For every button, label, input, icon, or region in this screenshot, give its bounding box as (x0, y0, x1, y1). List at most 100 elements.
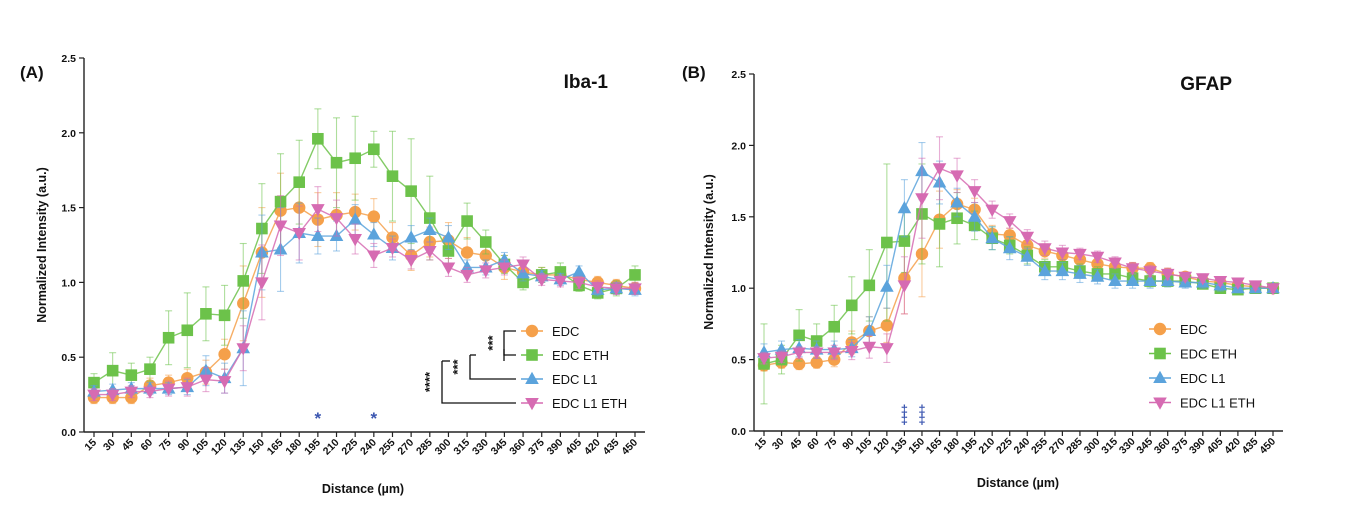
panel-b-data-point (967, 186, 982, 199)
panel-a-x-tick-label: 345 (489, 437, 510, 458)
panel-a-series-3 (87, 186, 642, 402)
panel-a-legend-marker (525, 324, 539, 338)
panel-a-data-point (572, 277, 586, 290)
panel-a-data-point (348, 234, 362, 247)
panel-b-label: (B) (682, 63, 706, 82)
panel-b-x-tick-label: 240 (1012, 436, 1033, 457)
panel-b-legend: EDC EDC ETH EDC L1 EDC L1 ETH (1149, 322, 1255, 411)
panel-b-data-point (1073, 266, 1087, 279)
panel-b-data-point (863, 279, 876, 292)
panel-a-plot: 0.00.51.01.52.02.515 30 45 60 75 901051201351… (61, 53, 645, 458)
panel-a-data-point (590, 281, 605, 295)
panel-a-y-tick-label: 1.0 (61, 277, 76, 289)
panel-a-legend-label: EDC ETH (552, 348, 609, 363)
panel-a-data-point (218, 348, 231, 361)
panel-a-data-point (293, 176, 306, 188)
panel-b-x-tick-label: 75 (823, 436, 840, 453)
panel-a-bracket (441, 361, 516, 404)
panel-a-data-point (517, 276, 529, 289)
panel-a-data-point (572, 264, 586, 277)
panel-a-x-tick-label: 15 (82, 437, 99, 454)
panel-a-data-point (88, 376, 100, 389)
panel-a-y-tick-label: 0.0 (61, 427, 76, 439)
panel-b-significance-marker: ‡ (918, 402, 925, 417)
panel-a-data-point (368, 143, 380, 156)
panel-a-data-point (405, 185, 417, 197)
panel-b-data-point (1055, 247, 1070, 260)
panel-a-data-point (478, 265, 493, 278)
panel-a-bracket (469, 355, 516, 380)
panel-b-x-tick-label: 150 (906, 436, 927, 457)
panel-a-data-point (628, 283, 642, 296)
panel-a-x-tick-label: 75 (157, 437, 174, 454)
panel-b-x-tick-label: 210 (976, 436, 997, 457)
panel-a-x-tick-label: 330 (470, 437, 491, 458)
panel-a-data-point (106, 364, 119, 377)
panel-b-data-point (1125, 273, 1140, 287)
panel-a-series-line (94, 208, 635, 396)
panel-b-data-point (792, 347, 806, 360)
panel-b-x-tick-label: 300 (1082, 436, 1103, 457)
panel-b-data-point (1125, 263, 1140, 276)
panel-b-plot: 0.00.51.01.52.02.515 30 45 60 75 901051201351… (731, 69, 1283, 457)
panel-a-comparison-stars: *** (450, 358, 465, 374)
panel-b-data-point (1090, 269, 1105, 282)
panel-a-label: (A) (20, 63, 44, 82)
panel-a-legend-label: EDC L1 ETH (552, 396, 627, 411)
panel-b-data-point (1178, 271, 1193, 284)
panel-b-x-tick-label: 315 (1099, 436, 1120, 457)
panel-a-data-point (125, 369, 138, 381)
panel-b-data-point (1003, 229, 1016, 242)
panel-a-x-tick-label: 225 (339, 437, 360, 458)
panel-b-legend-label: EDC ETH (1180, 347, 1237, 362)
panel-a-data-point (404, 254, 418, 268)
panel-b-y-tick-label: 2.0 (731, 140, 746, 152)
panel-b-data-point (810, 356, 823, 369)
panel-a-x-tick-label: 30 (101, 437, 118, 454)
panel-a-data-point (87, 389, 101, 402)
panel-b-legend-marker (1153, 370, 1167, 383)
panel-b-x-tick-label: 225 (994, 436, 1015, 457)
panel-a-data-point (534, 274, 549, 287)
panel-b-legend-marker (1153, 397, 1167, 410)
panel-b-data-point (967, 209, 982, 222)
panel-b-legend-label: EDC L1 ETH (1180, 396, 1255, 411)
panel-b-data-point (932, 163, 947, 176)
panel-b-data-point (1002, 241, 1017, 254)
panel-a-y-tick-label: 2.0 (61, 128, 76, 140)
panel-b-x-tick-label: 30 (770, 436, 787, 453)
panel-b-significance-marker: ‡ (901, 412, 908, 427)
panel-b-x-tick-label: 435 (1240, 436, 1261, 457)
panel-b-y-tick-label: 0.5 (731, 355, 746, 367)
panel-a-x-tick-label: 195 (302, 437, 323, 458)
panel-b-legend-marker (1153, 322, 1167, 336)
panel-a-x-tick-label: 180 (283, 437, 304, 458)
panel-a-x-tick-label: 60 (138, 437, 155, 454)
panel-b-data-point (1108, 273, 1122, 287)
panel-a-data-point (273, 220, 288, 233)
panel-a-x-tick-label: 435 (601, 437, 622, 458)
panel-b-data-point (1090, 251, 1105, 264)
panel-b-data-point (862, 323, 877, 337)
panel-a-series-line (94, 206, 636, 399)
panel-b-x-tick-label: 120 (871, 436, 892, 457)
panel-a-x-tick-label: 135 (227, 437, 248, 458)
panel-b-data-point (985, 204, 999, 217)
panel-a-data-point (629, 269, 641, 281)
panel-a-legend-marker (525, 398, 539, 411)
panel-b-xlabel: Distance (µm) (977, 476, 1059, 490)
panel-a-x-tick-label: 420 (582, 437, 603, 458)
panel-a-data-point (479, 236, 492, 248)
panel-b-data-point (828, 320, 841, 333)
panel-a-data-point (217, 376, 232, 389)
panel-b-y-tick-label: 1.0 (731, 283, 746, 295)
panel-a-series-2 (87, 202, 642, 399)
panel-a-data-point (218, 309, 231, 322)
panel-b-data-point (1020, 231, 1035, 244)
panel-a-data-point (367, 227, 381, 240)
panel-b-x-tick-label: 420 (1222, 436, 1243, 457)
panel-a-title: Iba-1 (564, 72, 609, 93)
panel-b-y-tick-label: 0.0 (731, 426, 746, 438)
panel-b-x-tick-label: 105 (854, 436, 875, 457)
